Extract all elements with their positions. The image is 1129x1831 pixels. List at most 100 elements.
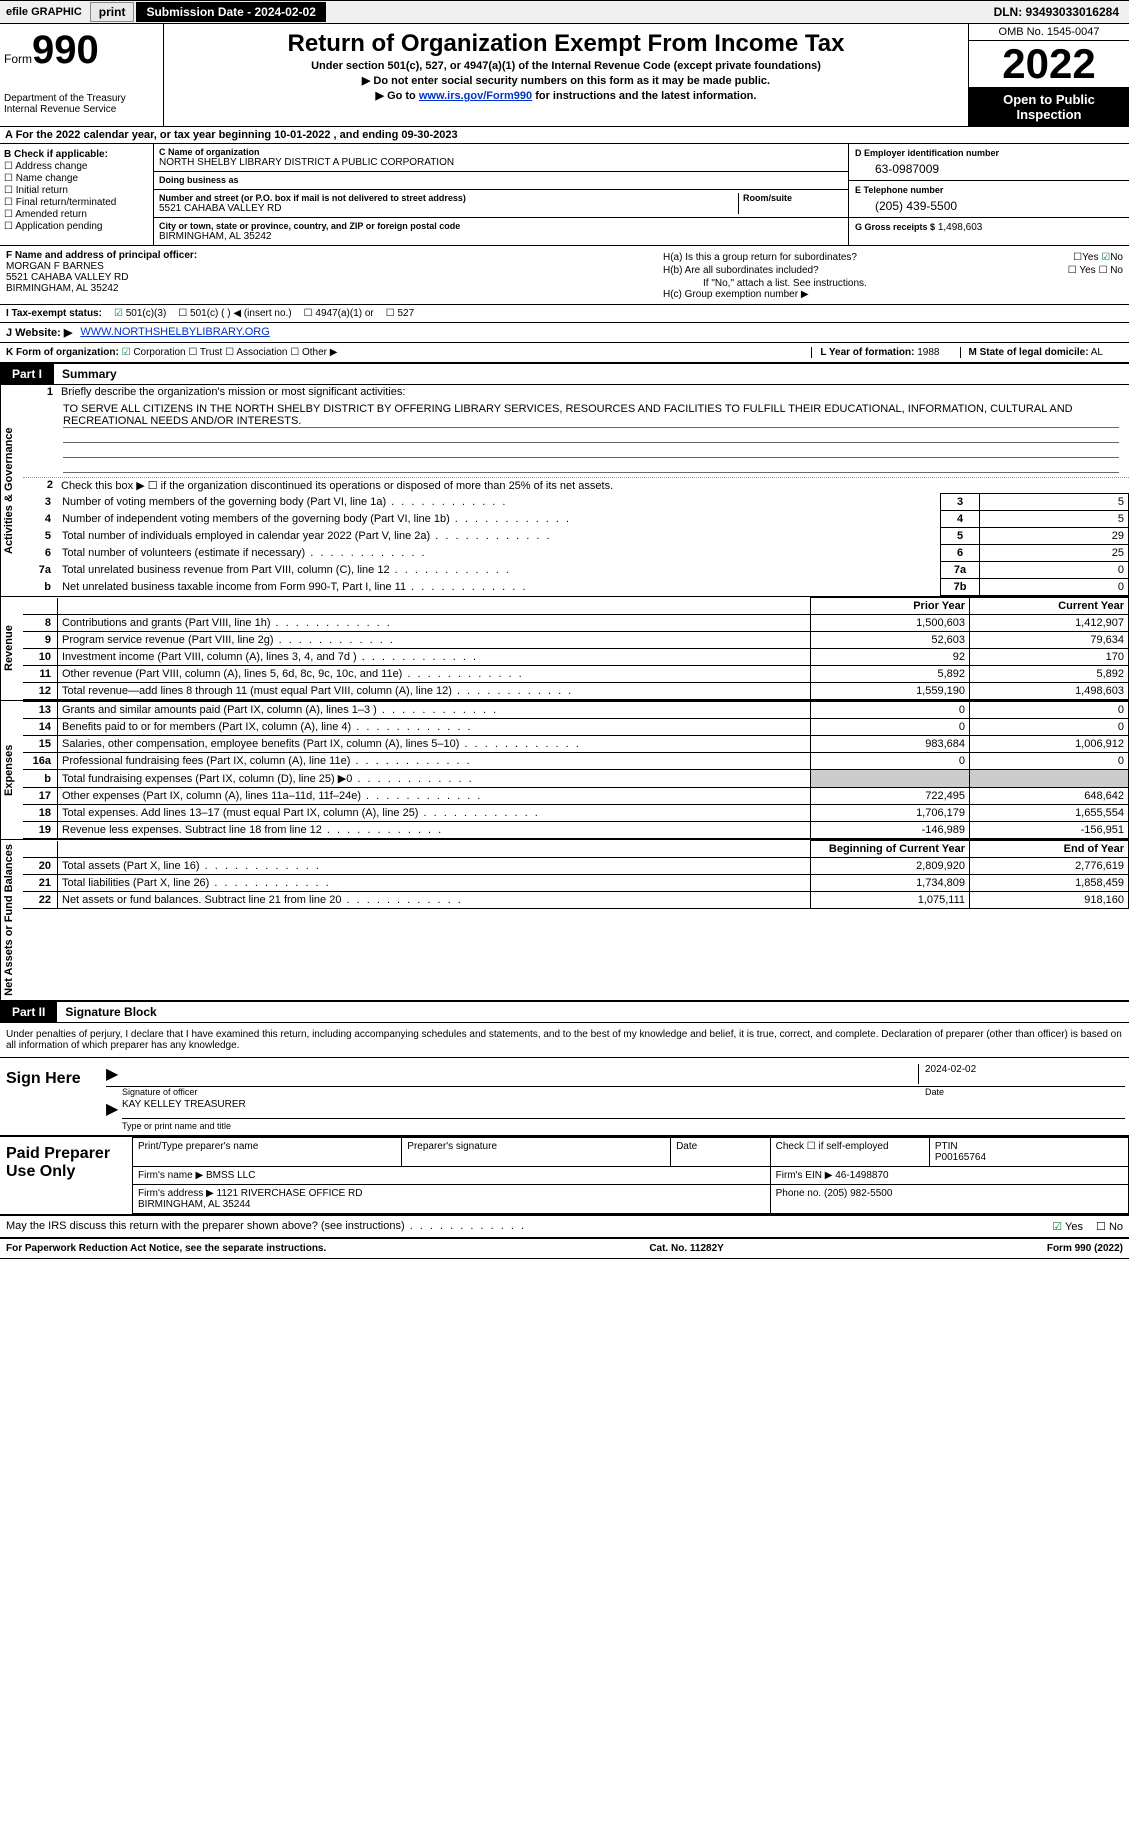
ha-no-icon[interactable] bbox=[1101, 252, 1110, 263]
table-row: 14Benefits paid to or for members (Part … bbox=[23, 719, 1129, 736]
form-word: Form bbox=[4, 52, 32, 66]
efile-label: efile GRAPHIC bbox=[0, 6, 88, 18]
chk-4947[interactable]: 4947(a)(1) or bbox=[304, 308, 374, 319]
section-bcd: B Check if applicable: Address change Na… bbox=[0, 144, 1129, 245]
part2-header: Part II Signature Block bbox=[0, 1002, 1129, 1023]
table-row: bTotal fundraising expenses (Part IX, co… bbox=[23, 770, 1129, 788]
lines-3-7-table: 3 Number of voting members of the govern… bbox=[23, 493, 1129, 596]
side-activities: Activities & Governance bbox=[0, 385, 23, 596]
section-activities: Activities & Governance 1 Briefly descri… bbox=[0, 385, 1129, 597]
ein-box: D Employer identification number 63-0987… bbox=[849, 144, 1129, 181]
ein-label: D Employer identification number bbox=[855, 148, 1123, 158]
chk-name-change[interactable]: Name change bbox=[4, 173, 149, 184]
chk-other[interactable]: Other ▶ bbox=[290, 347, 337, 358]
firm-name-val: BMSS LLC bbox=[206, 1170, 255, 1181]
part2-label: Part II bbox=[0, 1002, 57, 1022]
row-fh: F Name and address of principal officer:… bbox=[0, 245, 1129, 304]
chk-initial-return[interactable]: Initial return bbox=[4, 185, 149, 196]
side-netassets: Net Assets or Fund Balances bbox=[0, 840, 23, 1000]
dba-label: Doing business as bbox=[159, 175, 239, 185]
hb-yes-icon[interactable] bbox=[1068, 265, 1080, 276]
top-bar: efile GRAPHIC print Submission Date - 20… bbox=[0, 0, 1129, 24]
part1-header: Part I Summary bbox=[0, 364, 1129, 385]
chk-527[interactable]: 527 bbox=[386, 308, 414, 319]
expenses-table: 13Grants and similar amounts paid (Part … bbox=[23, 701, 1129, 839]
table-row: 22Net assets or fund balances. Subtract … bbox=[23, 892, 1129, 909]
website-link[interactable]: WWW.NORTHSHELBYLIBRARY.ORG bbox=[80, 326, 269, 338]
chk-501c[interactable]: 501(c) ( ) ◀ (insert no.) bbox=[178, 308, 291, 319]
dba-box: Doing business as bbox=[154, 172, 848, 190]
chk-application-pending[interactable]: Application pending bbox=[4, 221, 149, 232]
chk-corp[interactable]: Corporation bbox=[122, 347, 186, 358]
omb-label: OMB No. 1545-0047 bbox=[969, 24, 1129, 41]
org-name: NORTH SHELBY LIBRARY DISTRICT A PUBLIC C… bbox=[159, 157, 843, 168]
preparer-table: Print/Type preparer's name Preparer's si… bbox=[133, 1137, 1129, 1214]
k-other: Other ▶ bbox=[302, 347, 337, 358]
irs-link[interactable]: www.irs.gov/Form990 bbox=[419, 90, 532, 102]
ha-yes-icon[interactable] bbox=[1073, 252, 1082, 263]
table-row: 21Total liabilities (Part X, line 26)1,7… bbox=[23, 875, 1129, 892]
table-row: 6 Total number of volunteers (estimate i… bbox=[23, 545, 1129, 562]
street-value: 5521 CAHABA VALLEY RD bbox=[159, 203, 734, 214]
may-irs-yes-icon[interactable] bbox=[1052, 1221, 1065, 1233]
table-row: 9Program service revenue (Part VIII, lin… bbox=[23, 632, 1129, 649]
ha-no: No bbox=[1110, 252, 1123, 263]
table-row: 12Total revenue—add lines 8 through 11 (… bbox=[23, 683, 1129, 700]
firm-ein-val: 46-1498870 bbox=[835, 1170, 888, 1181]
form-subtitle: Under section 501(c), 527, or 4947(a)(1)… bbox=[168, 60, 964, 72]
col-d: D Employer identification number 63-0987… bbox=[848, 144, 1129, 245]
mission-text: TO SERVE ALL CITIZENS IN THE NORTH SHELB… bbox=[63, 403, 1119, 428]
officer-city: BIRMINGHAM, AL 35242 bbox=[6, 283, 651, 294]
section-netassets: Net Assets or Fund Balances Beginning of… bbox=[0, 840, 1129, 1002]
i-label: I Tax-exempt status: bbox=[6, 308, 102, 319]
l-year: 1988 bbox=[917, 347, 939, 358]
col-c: C Name of organization NORTH SHELBY LIBR… bbox=[154, 144, 848, 245]
col-b-title: B Check if applicable: bbox=[4, 149, 149, 160]
gross-value: 1,498,603 bbox=[938, 222, 983, 233]
chk-address-change[interactable]: Address change bbox=[4, 161, 149, 172]
col-h: H(a) Is this a group return for subordin… bbox=[657, 246, 1129, 304]
may-irs-row: May the IRS discuss this return with the… bbox=[0, 1216, 1129, 1239]
print-button[interactable]: print bbox=[90, 2, 135, 22]
opt-501c3: 501(c)(3) bbox=[126, 308, 167, 319]
footer-right: Form 990 (2022) bbox=[1047, 1243, 1123, 1254]
row-a-tax-year: A For the 2022 calendar year, or tax yea… bbox=[0, 127, 1129, 144]
org-name-label: C Name of organization bbox=[159, 147, 843, 157]
sig-officer-line[interactable] bbox=[122, 1064, 918, 1084]
firm-ein-lbl: Firm's EIN ▶ bbox=[776, 1170, 833, 1181]
form-header: Form990 Department of the Treasury Inter… bbox=[0, 24, 1129, 127]
note2-pre: ▶ Go to bbox=[376, 90, 419, 102]
city-box: City or town, state or province, country… bbox=[154, 218, 848, 245]
may-irs-yes: Yes bbox=[1065, 1221, 1083, 1233]
row-i: I Tax-exempt status: 501(c)(3) 501(c) ( … bbox=[0, 304, 1129, 322]
col-f-officer: F Name and address of principal officer:… bbox=[0, 246, 657, 304]
paid-preparer-label: Paid Preparer Use Only bbox=[0, 1137, 133, 1214]
mission-rule-2 bbox=[63, 443, 1119, 458]
chk-trust[interactable]: Trust bbox=[188, 347, 222, 358]
part1-title: Summary bbox=[54, 364, 125, 384]
sig-officer-label: Signature of officer bbox=[122, 1087, 919, 1097]
city-label: City or town, state or province, country… bbox=[159, 221, 843, 231]
table-row: 19Revenue less expenses. Subtract line 1… bbox=[23, 822, 1129, 839]
chk-final-return[interactable]: Final return/terminated bbox=[4, 197, 149, 208]
gross-label: G Gross receipts $ bbox=[855, 222, 935, 232]
phone-label: E Telephone number bbox=[855, 185, 1123, 195]
k-trust: Trust bbox=[200, 347, 222, 358]
dept-label: Department of the Treasury Internal Reve… bbox=[4, 93, 159, 115]
room-label: Room/suite bbox=[743, 193, 843, 203]
col-b: B Check if applicable: Address change Na… bbox=[0, 144, 154, 245]
hb-no: No bbox=[1110, 265, 1123, 276]
chk-501c3[interactable]: 501(c)(3) bbox=[114, 308, 166, 319]
opt-501c: 501(c) ( ) ◀ (insert no.) bbox=[190, 308, 292, 319]
table-row: 20Total assets (Part X, line 16)2,809,92… bbox=[23, 858, 1129, 875]
may-irs-no-icon[interactable] bbox=[1096, 1221, 1109, 1233]
ptin-hdr: PTIN bbox=[935, 1141, 958, 1152]
prep-name-hdr: Print/Type preparer's name bbox=[133, 1137, 402, 1166]
hb-no-icon[interactable] bbox=[1098, 265, 1110, 276]
chk-amended-return[interactable]: Amended return bbox=[4, 209, 149, 220]
city-value: BIRMINGHAM, AL 35242 bbox=[159, 231, 843, 242]
prep-date-hdr: Date bbox=[671, 1137, 771, 1166]
paid-preparer-section: Paid Preparer Use Only Print/Type prepar… bbox=[0, 1137, 1129, 1216]
sig-name-label: Type or print name and title bbox=[122, 1121, 231, 1131]
chk-assoc[interactable]: Association bbox=[225, 347, 287, 358]
